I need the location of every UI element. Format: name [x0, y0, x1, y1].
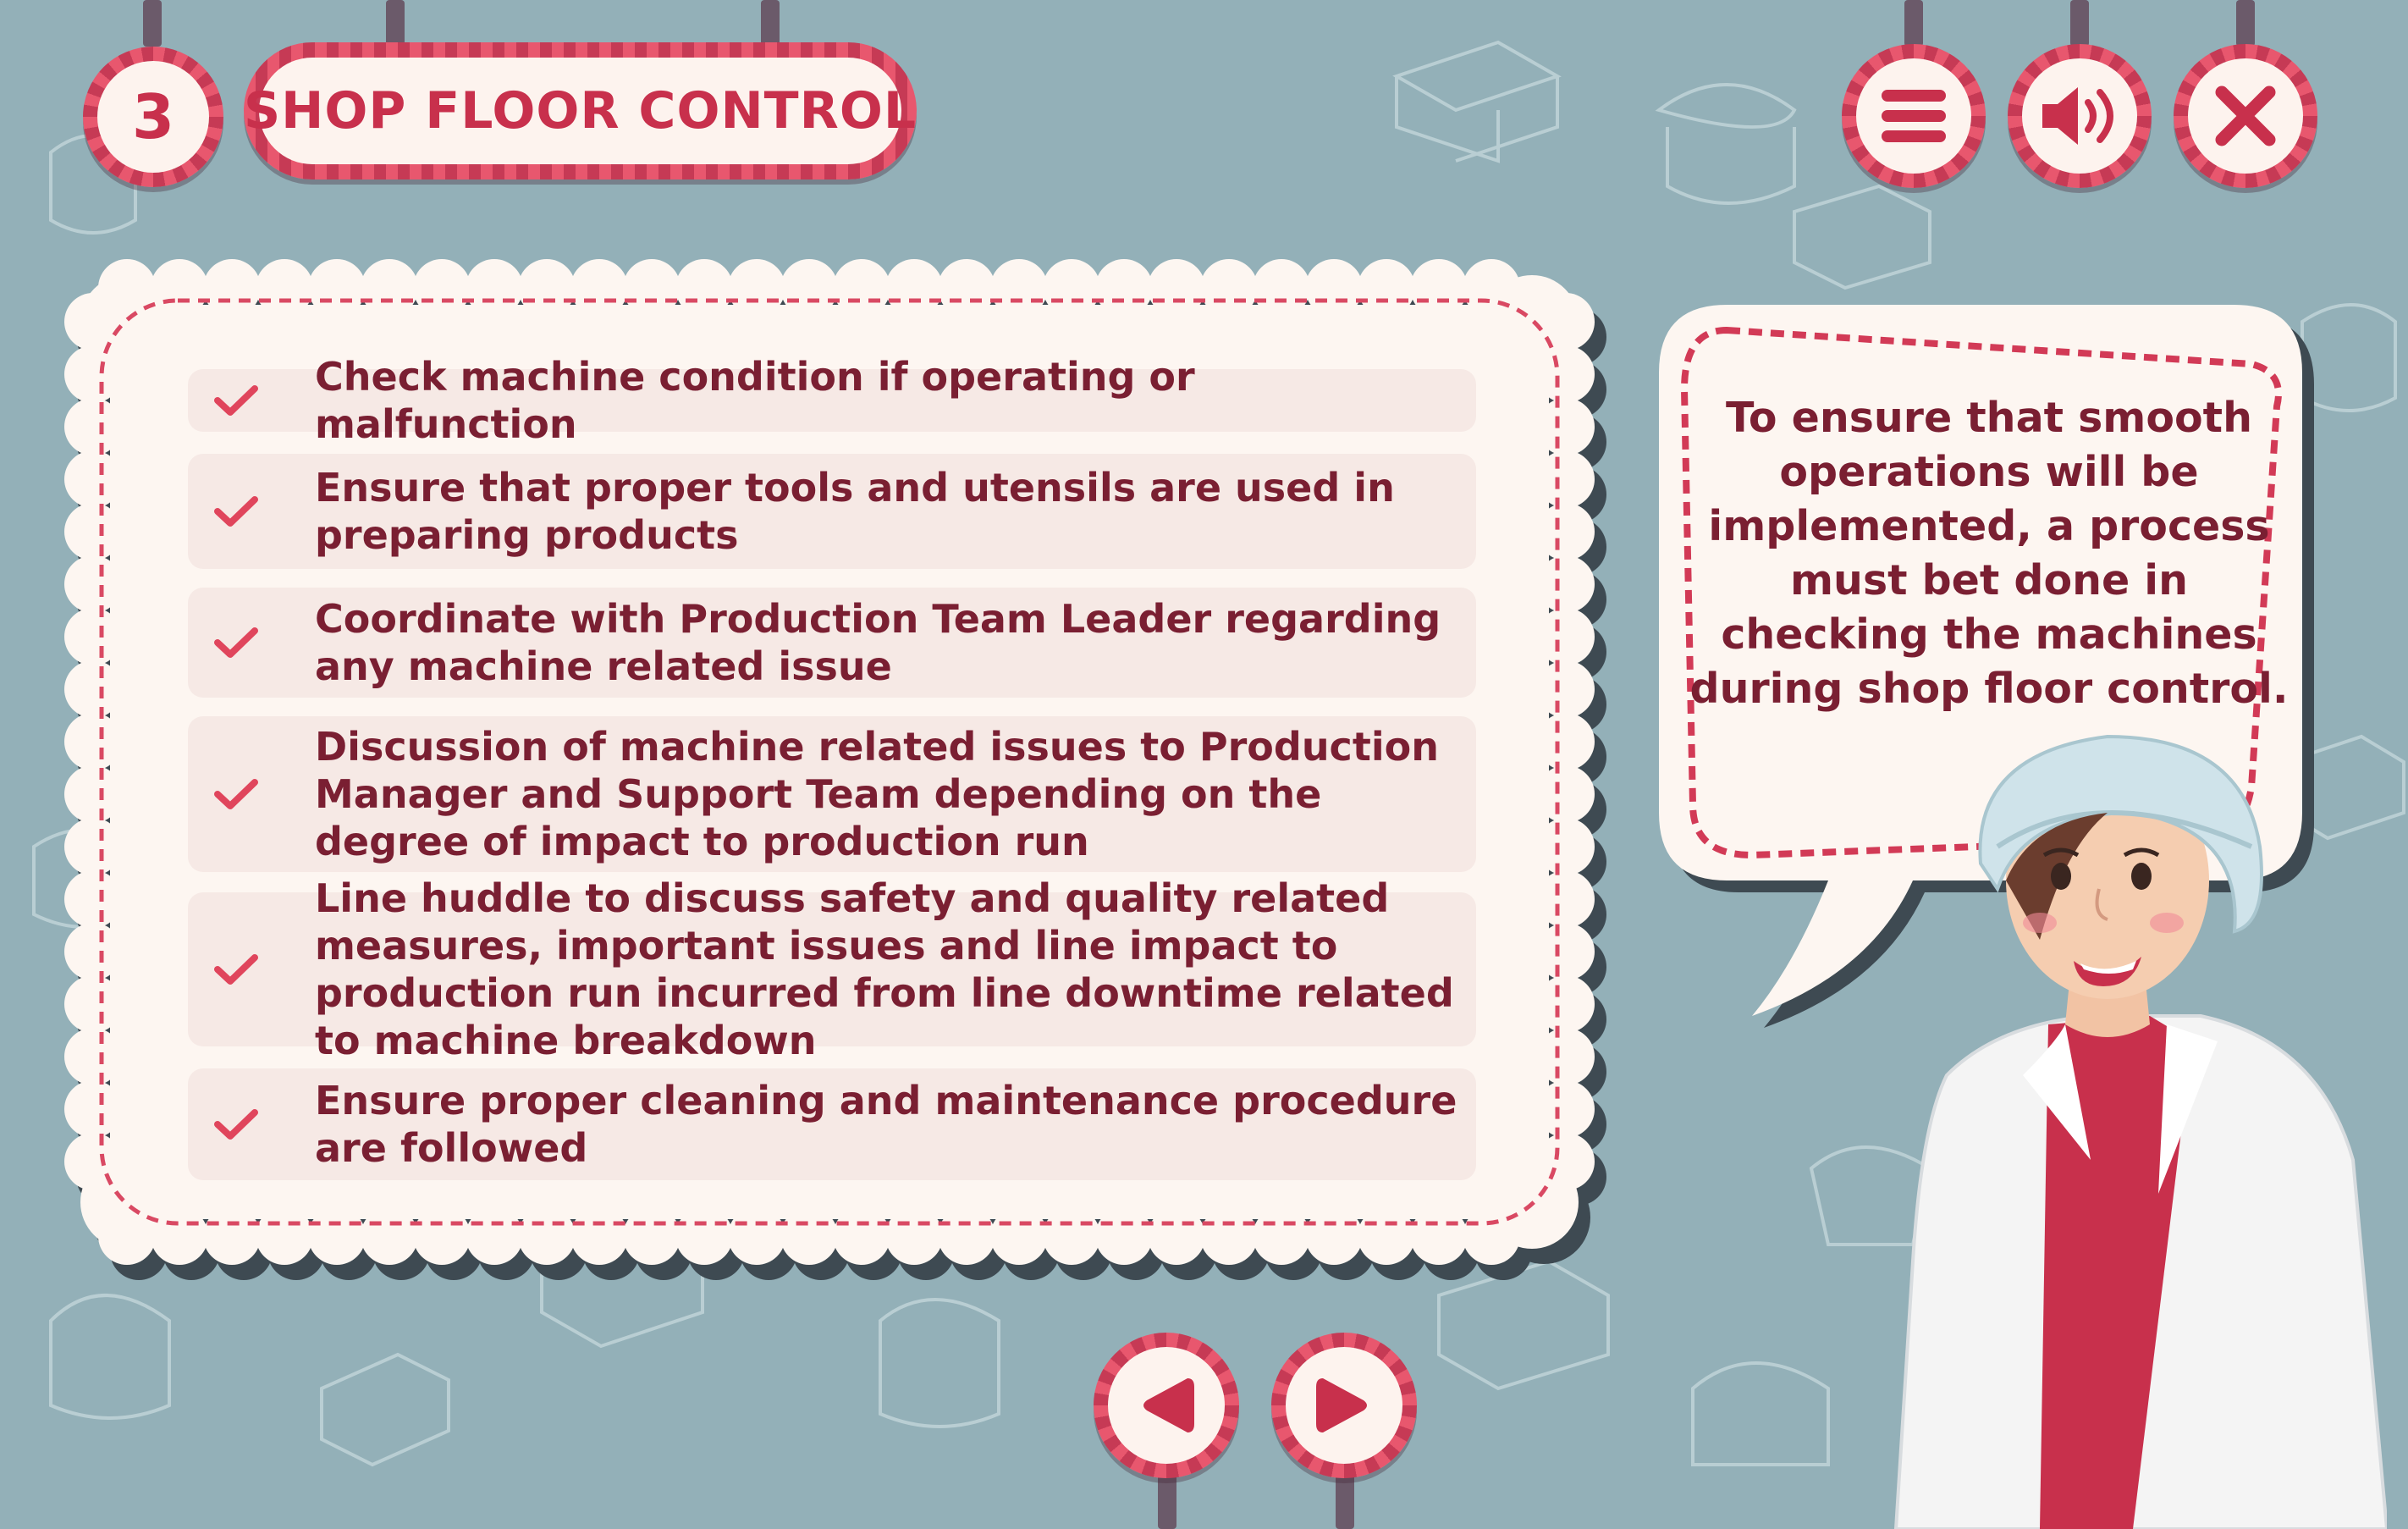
- page-title-pill: SHOP FLOOR CONTROL: [244, 42, 917, 179]
- close-icon: [2215, 86, 2276, 146]
- close-button[interactable]: [2174, 44, 2317, 188]
- checkmark-icon: [214, 385, 258, 416]
- list-item-text: Ensure that proper tools and utensils ar…: [315, 465, 1395, 558]
- checkmark-icon: [214, 779, 258, 809]
- top-pole: [1904, 0, 1923, 47]
- speech-bubble-text: To ensure that smooth operations will be…: [1689, 394, 2289, 713]
- page-title: SHOP FLOOR CONTROL: [243, 81, 917, 141]
- list-item: Ensure proper cleaning and maintenance p…: [188, 1068, 1476, 1180]
- list-item-text: Coordinate with Production Team Leader r…: [315, 596, 1441, 689]
- top-pole: [2070, 0, 2089, 47]
- speaker-icon: [2042, 87, 2113, 145]
- worker-character: [1893, 734, 2387, 1529]
- play-right-icon: [1316, 1378, 1367, 1432]
- top-pole: [2236, 0, 2255, 47]
- sound-button[interactable]: [2008, 44, 2152, 188]
- checkmark-icon: [214, 627, 258, 658]
- list-item: Coordinate with Production Team Leader r…: [188, 588, 1476, 698]
- top-pole: [761, 0, 780, 47]
- step-number-badge: 3: [83, 47, 223, 187]
- list-item: Ensure that proper tools and utensils ar…: [188, 454, 1476, 569]
- previous-button[interactable]: [1094, 1333, 1239, 1478]
- list-item-text: Ensure proper cleaning and maintenance p…: [315, 1078, 1457, 1171]
- checkmark-icon: [214, 954, 258, 985]
- list-item: Discussion of machine related issues to …: [188, 716, 1476, 872]
- play-left-icon: [1143, 1378, 1194, 1432]
- hamburger-icon: [1882, 90, 1946, 142]
- menu-button[interactable]: [1842, 44, 1986, 188]
- top-pole: [143, 0, 162, 47]
- checkmark-icon: [214, 496, 258, 527]
- list-item-text: Discussion of machine related issues to …: [315, 724, 1439, 864]
- checkmark-icon: [214, 1109, 258, 1140]
- next-button[interactable]: [1271, 1333, 1417, 1478]
- step-number: 3: [131, 81, 175, 152]
- top-pole: [386, 0, 405, 47]
